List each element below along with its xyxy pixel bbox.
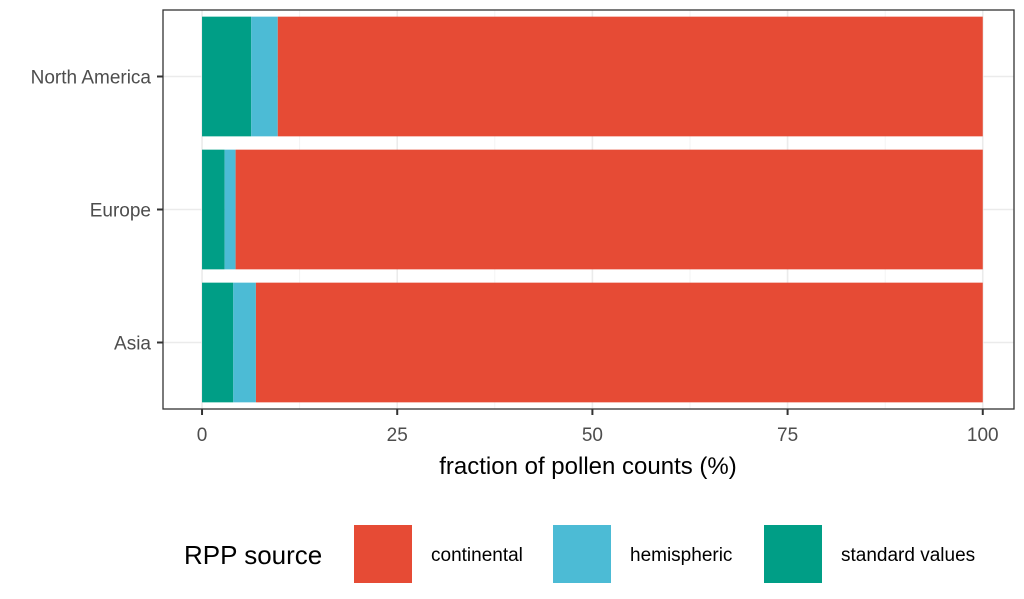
bar-europe-continental (235, 149, 983, 270)
x-tick-label: 50 (582, 425, 603, 446)
legend-key-standard-values (764, 525, 822, 583)
legend-label-continental: continental (431, 545, 523, 566)
y-tick-label: Asia (114, 334, 151, 355)
x-axis-title: fraction of pollen counts (%) (439, 453, 736, 480)
x-tick-label: 0 (197, 425, 208, 446)
bar-asia-hemispheric (233, 282, 256, 403)
legend-label-standard-values: standard values (841, 545, 975, 566)
axis-layer: North America Europe Asia 0 25 50 75 100 (31, 68, 999, 447)
legend: RPP source continental hemispheric standar… (184, 525, 975, 583)
x-tick-label: 75 (777, 425, 798, 446)
bar-asia-continental (255, 282, 983, 403)
y-tick-label: North America (31, 68, 152, 89)
bar-asia-standard-values (202, 282, 234, 403)
bar-north-america-continental (277, 16, 983, 137)
bar-europe-hemispheric (224, 149, 236, 270)
bar-layer (202, 16, 983, 403)
y-tick-label: Europe (90, 201, 151, 222)
bar-north-america-standard-values (202, 16, 252, 137)
legend-key-continental (354, 525, 412, 583)
legend-key-hemispheric (553, 525, 611, 583)
legend-title: RPP source (184, 540, 322, 570)
x-tick-label: 100 (967, 425, 999, 446)
x-tick-label: 25 (387, 425, 408, 446)
bar-north-america-hemispheric (251, 16, 278, 137)
legend-label-hemispheric: hemispheric (630, 545, 732, 566)
bar-europe-standard-values (202, 149, 225, 270)
